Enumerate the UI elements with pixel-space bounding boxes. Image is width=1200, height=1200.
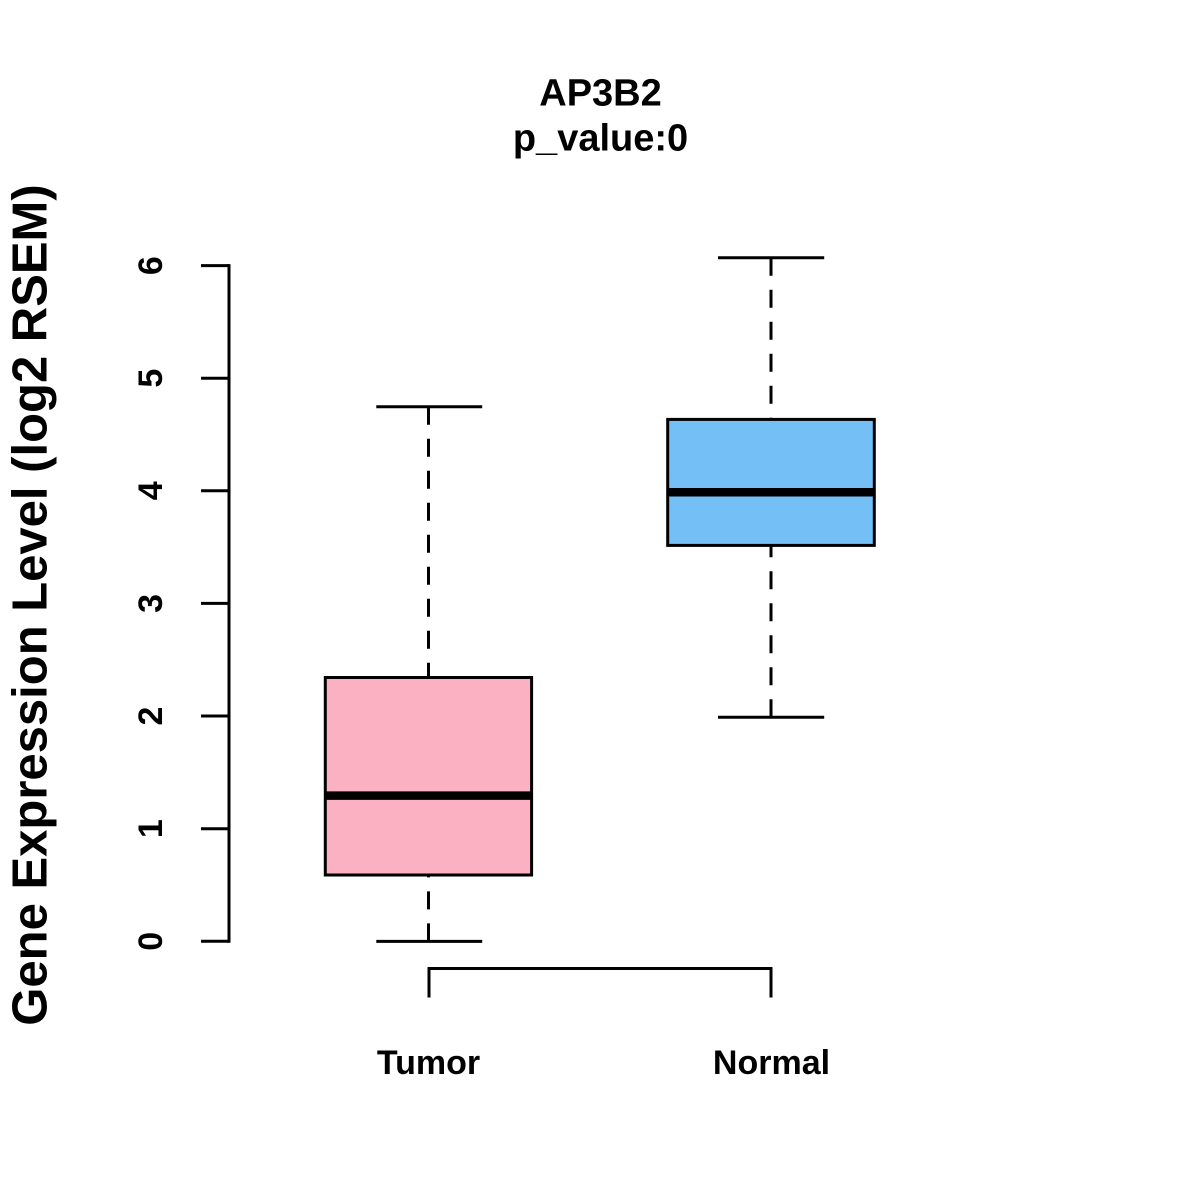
svg-text:1: 1: [132, 819, 170, 838]
svg-text:Normal: Normal: [713, 1044, 830, 1082]
svg-text:0: 0: [132, 932, 170, 951]
svg-text:Gene Expression Level (log2 RS: Gene Expression Level (log2 RSEM): [4, 184, 58, 1025]
svg-text:4: 4: [132, 481, 170, 500]
svg-text:2: 2: [132, 707, 170, 726]
svg-text:Tumor: Tumor: [377, 1044, 480, 1082]
svg-text:5: 5: [132, 369, 170, 388]
svg-text:p_value:0: p_value:0: [513, 118, 688, 160]
svg-text:AP3B2: AP3B2: [539, 73, 662, 115]
svg-text:6: 6: [132, 256, 170, 275]
svg-text:3: 3: [132, 594, 170, 613]
